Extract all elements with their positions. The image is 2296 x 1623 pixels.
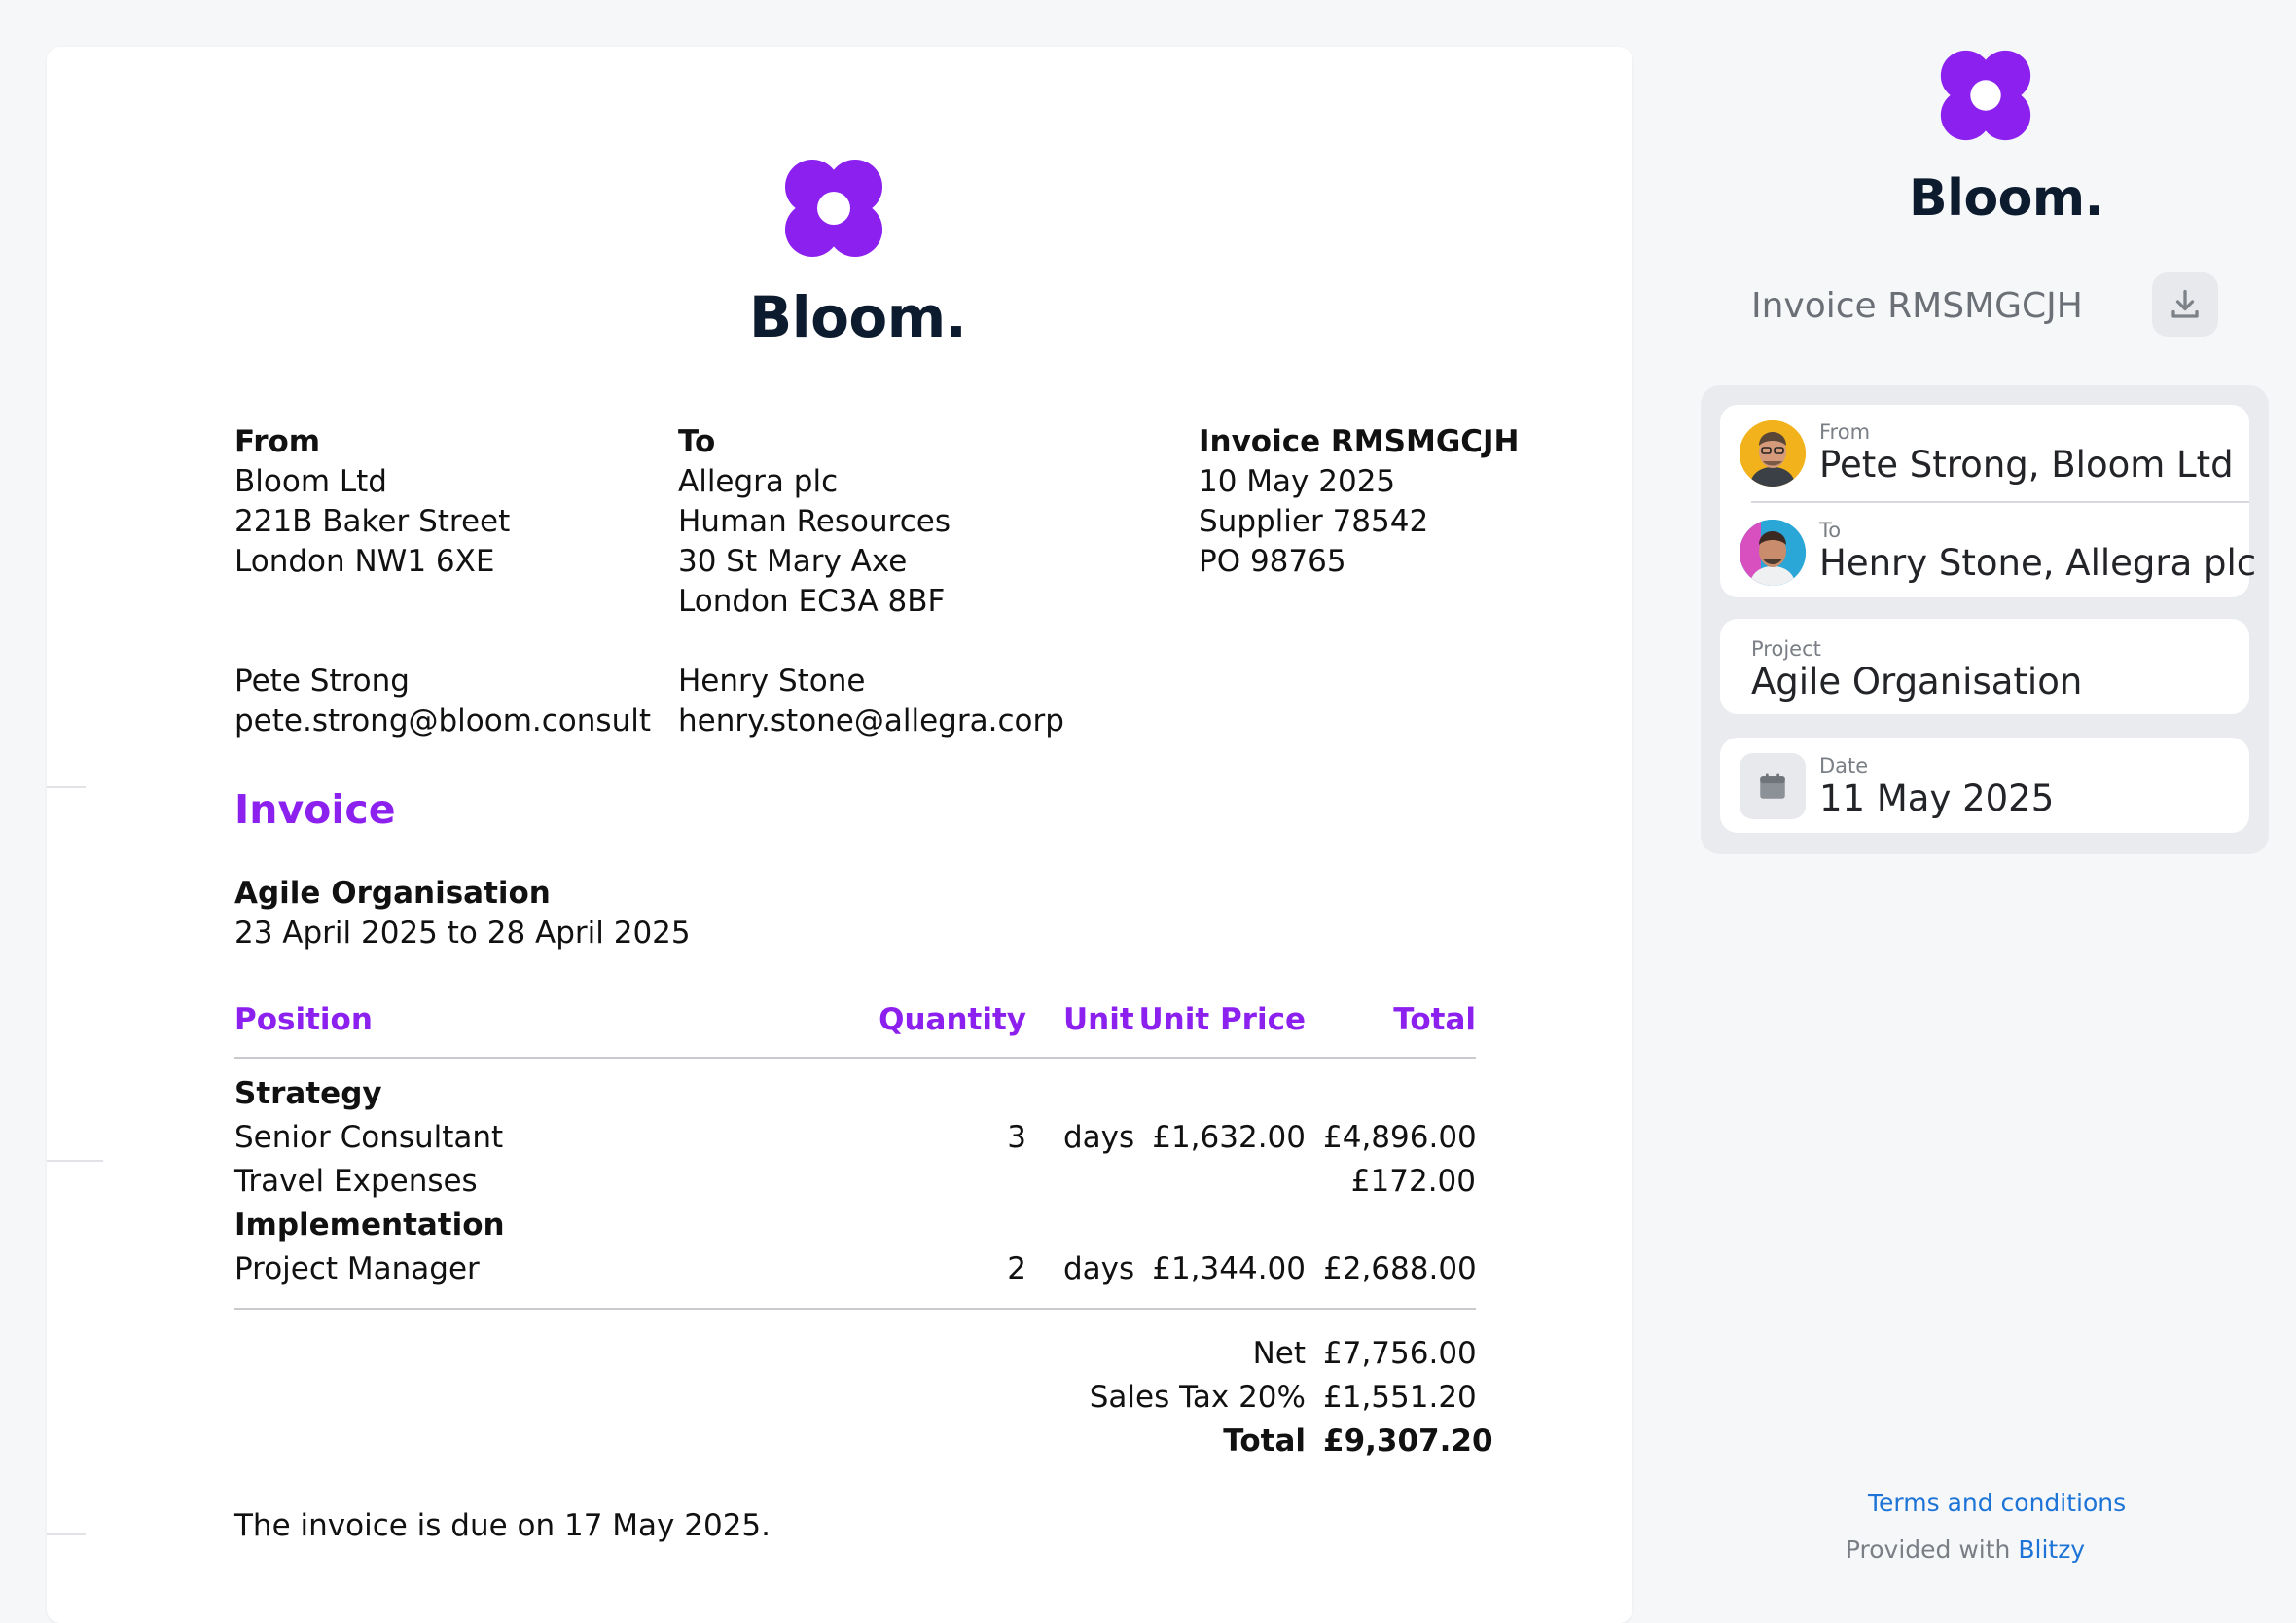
from-contact-email[interactable]: pete.strong@bloom.consult [234,703,651,739]
grand-total-value: £9,307.20 [1323,1424,1493,1459]
from-block: From Bloom Ltd 221B Baker Street London … [234,422,510,582]
line-total: £172.00 [1350,1164,1476,1199]
provided-prefix: Provided with [1845,1535,2011,1564]
to-line: Allegra plc [678,464,839,499]
line-total: £4,896.00 [1323,1120,1477,1155]
invoice-date: 10 May 2025 [1199,464,1396,499]
terms-link[interactable]: Terms and conditions [1868,1489,2127,1517]
po-number: PO 98765 [1199,544,1346,579]
line-position: Project Manager [234,1251,480,1286]
line-quantity: 3 [1007,1120,1026,1155]
to-block: To Allegra plc Human Resources 30 St Mar… [678,422,951,622]
column-header-unit-price: Unit Price [1138,1002,1306,1037]
to-line: 30 St Mary Axe [678,544,908,579]
net-label: Net [1252,1336,1306,1371]
to-contact-email[interactable]: henry.stone@allegra.corp [678,703,1064,739]
download-icon [2171,289,2199,318]
blitzy-link[interactable]: Blitzy [2018,1535,2086,1564]
sidebar-brand-name: Bloom. [1909,169,2103,228]
from-contact-name: Pete Strong [234,664,410,699]
column-header-position: Position [234,1002,373,1037]
column-header-unit: Unit [1063,1002,1134,1037]
date-label: Date [1819,754,1869,777]
sidebar-logo-icon [1940,50,2031,141]
line-position: Senior Consultant [234,1120,504,1155]
calendar-icon-box [1740,753,1806,819]
project-block: Agile Organisation 23 April 2025 to 28 A… [234,874,691,954]
from-label: From [1819,420,1871,444]
net-value: £7,756.00 [1323,1336,1477,1371]
to-heading: To [678,424,716,459]
calendar-icon [1760,773,1785,799]
line-total: £2,688.00 [1323,1251,1477,1286]
from-value: Pete Strong, Bloom Ltd [1819,444,2234,486]
line-quantity: 2 [1007,1251,1026,1286]
invoice-number: Invoice RMSMGCJH [1199,424,1520,459]
supplier-number: Supplier 78542 [1199,504,1429,539]
from-line: Bloom Ltd [234,464,387,499]
brand-name: Bloom. [749,284,967,350]
table-header-divider [234,1057,1476,1059]
to-line: London EC3A 8BF [678,584,946,619]
from-line: London NW1 6XE [234,544,495,579]
document-title: Invoice [234,786,396,833]
column-header-total: Total [1393,1002,1476,1037]
tax-value: £1,551.20 [1323,1380,1477,1415]
group-heading: Implementation [234,1208,505,1243]
table-footer-divider [234,1308,1476,1310]
line-unit: days [1063,1120,1135,1155]
date-card [1720,738,2249,833]
to-line: Human Resources [678,504,951,539]
line-position: Travel Expenses [234,1164,478,1199]
from-heading: From [234,424,321,459]
download-button[interactable] [2152,272,2218,337]
left-margin-marker [47,1533,86,1535]
person-avatar-icon [1740,520,1806,586]
to-contact: Henry Stone henry.stone@allegra.corp [678,662,1064,741]
group-heading: Strategy [234,1076,382,1111]
sidebar-invoice-title: Invoice RMSMGCJH [1751,286,2083,326]
tax-label: Sales Tax 20% [1089,1380,1306,1415]
date-value: 11 May 2025 [1819,777,2055,819]
person-avatar-icon [1740,420,1806,487]
from-line: 221B Baker Street [234,504,511,539]
line-unit-price: £1,344.00 [1152,1251,1306,1286]
avatar-henry-stone [1740,520,1806,586]
project-card [1720,619,2249,714]
project-period: 23 April 2025 to 28 April 2025 [234,916,691,951]
to-value: Henry Stone, Allegra plc [1819,542,2257,584]
to-label: To [1819,519,1842,542]
to-contact-name: Henry Stone [678,664,866,699]
invoice-meta: Invoice RMSMGCJH 10 May 2025 Supplier 78… [1199,422,1520,582]
parties-divider [1751,501,2249,503]
avatar-pete-strong [1740,420,1806,487]
project-value: Agile Organisation [1751,661,2083,703]
left-margin-marker [47,786,86,788]
provided-with: Provided with Blitzy [1819,1535,2111,1564]
from-contact: Pete Strong pete.strong@bloom.consult [234,662,651,741]
grand-total-label: Total [1223,1424,1306,1459]
invoice-sheet [47,47,1632,1623]
line-unit-price: £1,632.00 [1152,1120,1306,1155]
project-label: Project [1751,637,1821,661]
column-header-quantity: Quantity [879,1002,1026,1037]
left-margin-marker [47,1160,103,1162]
project-name: Agile Organisation [234,876,551,911]
due-date-note: The invoice is due on 17 May 2025. [234,1508,771,1543]
line-unit: days [1063,1251,1135,1286]
bloom-logo-icon [785,160,882,257]
